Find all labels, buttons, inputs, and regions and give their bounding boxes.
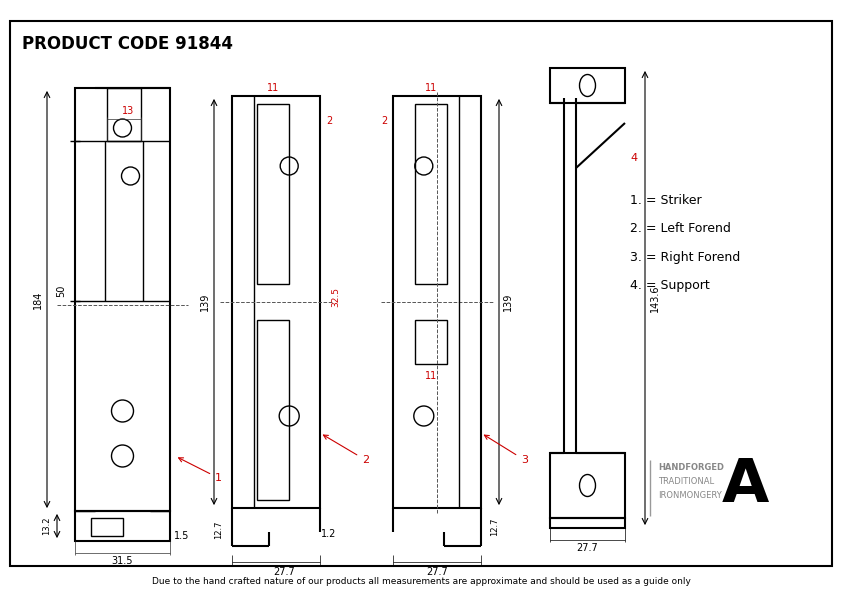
Text: 50: 50 — [56, 284, 66, 297]
Text: HANDFORGED: HANDFORGED — [658, 464, 724, 473]
Text: 139: 139 — [200, 293, 210, 311]
Bar — [75, 511, 170, 541]
Text: TRADITIONAL: TRADITIONAL — [658, 477, 714, 486]
Text: 1: 1 — [179, 458, 222, 483]
Text: 12.7: 12.7 — [215, 521, 223, 539]
Bar — [415, 104, 447, 284]
Text: 11: 11 — [425, 371, 437, 381]
Text: 4: 4 — [631, 153, 637, 163]
Text: 13.2: 13.2 — [42, 517, 51, 535]
Text: 2: 2 — [323, 435, 369, 465]
Text: 27.7: 27.7 — [577, 543, 599, 553]
Text: 2: 2 — [381, 116, 387, 126]
Text: 2: 2 — [326, 116, 332, 126]
Bar — [107, 88, 141, 141]
Text: PRODUCT CODE 91844: PRODUCT CODE 91844 — [22, 35, 233, 53]
Bar — [75, 88, 170, 511]
Bar — [550, 68, 625, 103]
Text: 13: 13 — [122, 106, 134, 116]
Text: 3. = Right Forend: 3. = Right Forend — [630, 250, 740, 263]
Text: 139: 139 — [503, 293, 513, 311]
Text: A: A — [722, 457, 769, 516]
Bar — [550, 518, 625, 528]
Text: 143.6: 143.6 — [650, 284, 660, 312]
Text: 12.7: 12.7 — [491, 518, 499, 536]
Bar — [550, 453, 625, 518]
Bar — [232, 96, 320, 508]
Bar — [393, 96, 481, 508]
Text: 2. = Left Forend: 2. = Left Forend — [630, 222, 731, 235]
Text: 27.7: 27.7 — [426, 567, 448, 577]
Text: 184: 184 — [33, 290, 43, 309]
Text: 3: 3 — [484, 435, 528, 465]
Text: 1. = Striker: 1. = Striker — [630, 194, 701, 207]
Text: 27.7: 27.7 — [273, 567, 295, 577]
Text: 11: 11 — [425, 83, 437, 93]
Text: 32.5: 32.5 — [332, 287, 340, 307]
Text: 4. = Support: 4. = Support — [630, 278, 710, 291]
Bar — [257, 104, 289, 284]
Text: Due to the hand crafted nature of our products all measurements are approximate : Due to the hand crafted nature of our pr… — [152, 578, 690, 586]
Bar — [91, 518, 123, 536]
Text: 1.5: 1.5 — [174, 531, 189, 541]
Bar — [415, 320, 447, 364]
Text: 31.5: 31.5 — [112, 556, 133, 566]
Bar — [257, 320, 289, 500]
Text: 11: 11 — [267, 83, 280, 93]
Text: IRONMONGERY: IRONMONGERY — [658, 492, 722, 501]
Text: 1.2: 1.2 — [322, 529, 337, 539]
